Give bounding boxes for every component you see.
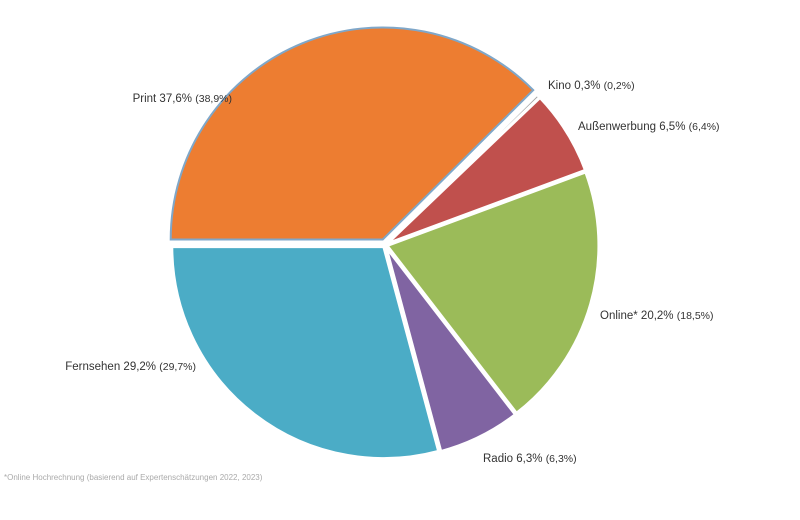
value-label: 29,2% [123, 361, 156, 373]
slice-label: Online* 20,2% (18,5%) [600, 310, 714, 322]
pie-slice [384, 245, 518, 454]
slice-label: Fernsehen 29,2% (29,7%) [65, 361, 196, 373]
slice-label: Radio 6,3% (6,3%) [483, 453, 577, 465]
previous-value-label: (29,7%) [159, 361, 196, 373]
pie-slice [384, 170, 601, 416]
previous-value-label: (0,2%) [604, 80, 635, 92]
category-name: Online* [600, 310, 638, 322]
slice-label: Kino 0,3% (0,2%) [548, 80, 635, 92]
footnote: *Online Hochrechnung (basierend auf Expe… [4, 473, 263, 482]
value-label: 20,2% [641, 310, 674, 322]
pie-slice [170, 245, 441, 461]
category-name: Print [133, 93, 157, 105]
slice-label: Print 37,6% (38,9%) [133, 93, 232, 105]
value-label: 37,6% [159, 93, 192, 105]
category-name: Außenwerbung [578, 121, 656, 133]
previous-value-label: (6,4%) [689, 121, 720, 133]
value-label: 6,5% [659, 121, 685, 133]
category-name: Radio [483, 453, 513, 465]
value-label: 6,3% [516, 453, 542, 465]
pie-slice [385, 95, 588, 246]
category-name: Kino [548, 80, 571, 92]
slice-label: Außenwerbung 6,5% (6,4%) [578, 121, 720, 133]
value-label: 0,3% [574, 80, 600, 92]
previous-value-label: (18,5%) [677, 310, 714, 322]
pie-slice [169, 26, 535, 241]
category-name: Fernsehen [65, 361, 120, 373]
previous-value-label: (6,3%) [546, 453, 577, 465]
previous-value-label: (38,9%) [195, 93, 232, 105]
